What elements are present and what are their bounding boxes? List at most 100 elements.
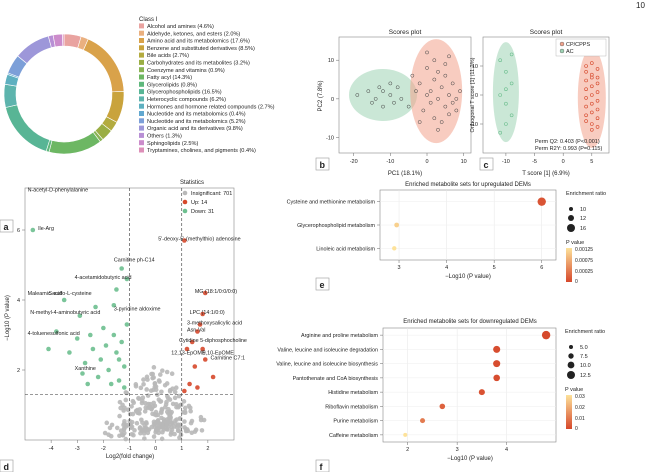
- volcano-point-down: [61, 297, 67, 303]
- opls-point: [504, 70, 508, 74]
- pca-point: [414, 89, 418, 93]
- svg-text:b: b: [320, 160, 326, 170]
- opls-y-tick-label: 10: [472, 64, 478, 70]
- volcano-point-insignificant: [129, 404, 134, 409]
- enrich-category-label: Caffeine metabolism: [329, 433, 379, 439]
- enrich-category-label: Valine, leucine and isoleucine biosynthe…: [276, 362, 378, 368]
- volcano-point-insignificant: [163, 402, 169, 407]
- volcano-point-insignificant: [142, 436, 147, 441]
- opls-x-tick-label: 5: [590, 159, 593, 165]
- donut-legend-label: Sphingolipids (2.5%): [147, 141, 198, 147]
- volcano-point-insignificant: [123, 390, 129, 395]
- pca-x-tick-label: -20: [350, 159, 358, 165]
- opls-point: [590, 72, 594, 77]
- pca-point: [381, 89, 385, 93]
- donut-legend-swatch: [139, 74, 144, 80]
- legend-marker-cpcpps: [559, 41, 565, 47]
- legend-marker-up: [182, 199, 188, 205]
- volcano-point-up: [200, 346, 205, 352]
- opls-x-tick-label: 0: [562, 159, 565, 165]
- volcano-y-tick-label: 4: [17, 298, 20, 304]
- volcano-point-insignificant: [176, 428, 181, 433]
- volcano-point-insignificant: [169, 409, 174, 415]
- volcano-point-up: [189, 339, 195, 345]
- pca-point: [432, 116, 437, 121]
- opls-point: [584, 104, 588, 109]
- volcano-point-label: 3-pyridine aldoxime: [114, 307, 161, 313]
- panel-letter-e: e: [315, 277, 330, 291]
- pca-x-label: PC1 (18.1%): [388, 171, 422, 177]
- volcano-point-label: Xanthine: [75, 366, 96, 372]
- donut-slice: [48, 131, 101, 155]
- opls-point: [504, 101, 508, 106]
- volcano-point-insignificant: [141, 381, 146, 387]
- volcano-point-down: [101, 325, 106, 331]
- opls-point: [584, 70, 588, 74]
- volcano-point-insignificant: [159, 410, 164, 415]
- opls-point: [584, 113, 588, 118]
- enrich-category-label: Valine, leucine and isoleucine degradati…: [277, 347, 378, 353]
- volcano-point-label: 12,13-EpOME: [171, 350, 206, 356]
- color-tick: 0.00025: [575, 269, 593, 275]
- volcano-point-insignificant: [178, 422, 183, 428]
- enrich-x-tick-label: 5: [493, 265, 496, 271]
- volcano-point-down: [108, 381, 114, 387]
- pca-point: [377, 85, 382, 90]
- color-tick: 0: [575, 426, 578, 432]
- donut-legend-swatch: [139, 118, 144, 124]
- enrich-down-color-legend: P value 0.03 0.02 0.01 0: [565, 387, 585, 432]
- volcano-point-label: S-sulfo-L-cysteine: [49, 291, 92, 297]
- opls-title: Scores plot: [530, 29, 563, 36]
- volcano-point-insignificant: [182, 419, 187, 424]
- panel-e-enrichment-up: Enriched metabolite sets for upregulated…: [287, 182, 606, 285]
- volcano-point-insignificant: [123, 397, 129, 403]
- enrich-x-tick-label: 4: [505, 447, 508, 453]
- volcano-point-down: [121, 364, 127, 369]
- opls-perm-r2y: Perm R2Y: 0.993 (P=0.115): [535, 146, 602, 152]
- donut-legend-label: Coenzyme and vitamins (0.9%): [147, 68, 225, 74]
- donut-legend-swatch: [139, 103, 144, 109]
- enrich-down-size-legend: Enrichment ratio 5.0 7.5 10.0 12.5: [565, 329, 605, 379]
- volcano-point-insignificant: [164, 369, 170, 375]
- donut-legend-swatch: [139, 96, 144, 102]
- pca-y-tick-label: 0: [331, 97, 334, 103]
- size-legend-label: 16: [580, 226, 586, 232]
- opls-point: [595, 107, 600, 112]
- enrich-dot: [420, 418, 426, 424]
- opls-point: [595, 116, 600, 120]
- pca-point: [439, 120, 444, 124]
- pca-point: [443, 73, 448, 78]
- volcano-point-label: 5'-deoxy-5'-(methylthio) adenosine: [158, 237, 240, 243]
- volcano-point-down: [119, 339, 124, 345]
- volcano-point-down: [54, 329, 59, 334]
- volcano-point-insignificant: [102, 430, 108, 436]
- opls-legend-ac: AC: [566, 49, 574, 55]
- page-number: 10: [636, 1, 645, 10]
- volcano-point-insignificant: [178, 432, 184, 438]
- size-legend-dot: [567, 371, 575, 379]
- pca-point: [458, 89, 462, 93]
- pca-point: [436, 127, 440, 132]
- volcano-point-down: [82, 360, 88, 366]
- volcano-point-insignificant: [145, 377, 150, 382]
- opls-point: [590, 101, 594, 106]
- size-legend-label: 10.0: [580, 363, 591, 369]
- volcano-point-label: Maleamic acid: [28, 291, 62, 297]
- pca-ellipse-cpcpps: [410, 39, 463, 144]
- volcano-point-insignificant: [118, 405, 123, 411]
- volcano-point-insignificant: [122, 418, 127, 424]
- enrich-dot: [392, 246, 397, 251]
- volcano-point-down: [67, 350, 72, 355]
- volcano-point-label: 9,10-EpOME: [203, 350, 235, 356]
- pca-x-tick-label: 10: [461, 159, 467, 165]
- enrich-x-tick-label: 4: [445, 265, 448, 271]
- enrich-down-x-label: −Log10 (P value): [447, 456, 493, 462]
- size-legend-label: 7.5: [580, 354, 588, 360]
- color-bar: [566, 395, 572, 429]
- enrich-category-label: Arginine and proline metabolism: [301, 333, 379, 339]
- size-legend-label: 10: [580, 207, 586, 213]
- pca-point: [432, 58, 437, 63]
- volcano-point-down: [124, 276, 130, 282]
- color-tick: 0: [575, 279, 578, 285]
- volcano-point-down: [95, 374, 101, 380]
